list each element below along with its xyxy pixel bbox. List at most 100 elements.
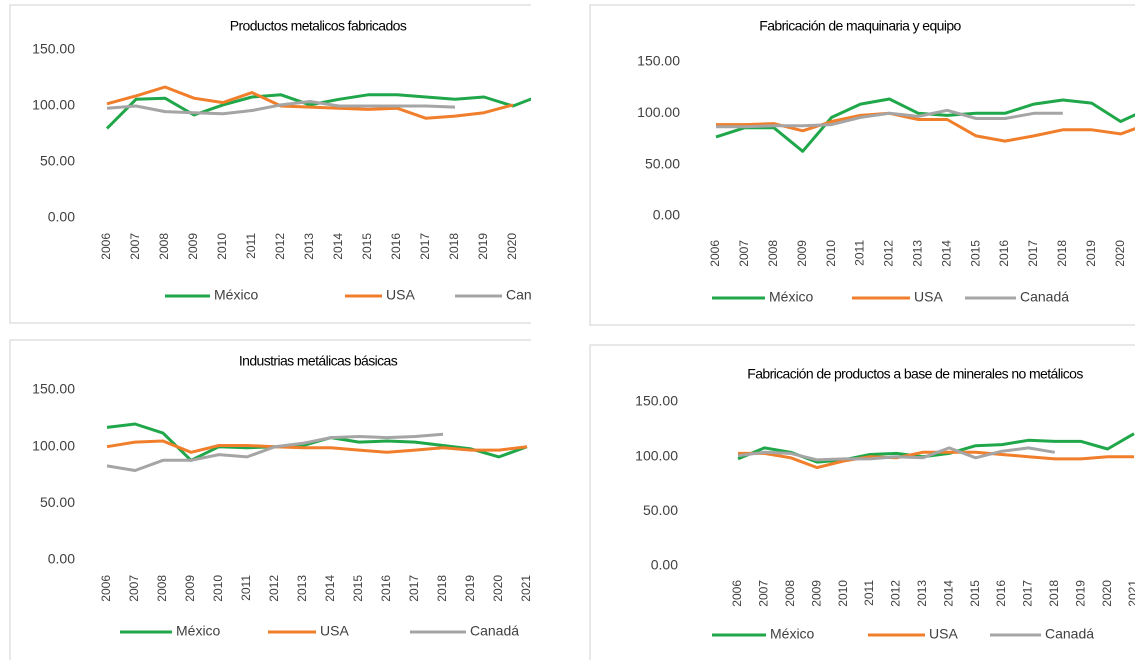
y-tick-label: 100.00 — [32, 97, 75, 113]
y-tick-label: 50.00 — [40, 153, 75, 169]
x-tick-label: 2020 — [491, 575, 505, 602]
panel-border — [589, 344, 1135, 660]
y-tick-label: 0.00 — [48, 551, 75, 567]
x-tick-label: 2014 — [939, 240, 953, 267]
series-line — [106, 100, 456, 116]
series-line — [105, 93, 531, 130]
x-tick-label: 2018 — [1047, 580, 1061, 607]
legend-label: USA — [386, 287, 415, 303]
x-tick-label: 2013 — [910, 240, 924, 267]
x-tick-label: 2007 — [127, 575, 141, 602]
y-tick-label: 100.00 — [637, 104, 680, 120]
legend-label: Canadá — [1020, 289, 1069, 305]
chart-title: Fabricación de productos a base de miner… — [747, 366, 1083, 382]
x-tick-label: 2019 — [1084, 240, 1098, 267]
panel-border — [589, 4, 1135, 326]
x-tick-label: 2020 — [505, 233, 519, 260]
x-tick-label: 2014 — [331, 233, 345, 260]
x-tick-label: 2015 — [968, 240, 982, 267]
x-tick-label: 2006 — [730, 580, 744, 607]
legend-label: México — [769, 289, 814, 305]
x-tick-label: 2017 — [1021, 580, 1035, 607]
y-tick-label: 0.00 — [653, 207, 680, 223]
x-tick-label: 2009 — [795, 240, 809, 267]
x-tick-label: 2016 — [994, 580, 1008, 607]
legend-label: Canadá — [1045, 626, 1094, 642]
x-tick-label: 2017 — [407, 575, 421, 602]
x-tick-label: 2010 — [836, 580, 850, 607]
x-tick-label: 2009 — [186, 233, 200, 260]
y-tick-label: 150.00 — [635, 393, 678, 409]
x-tick-label: 2012 — [267, 575, 281, 602]
series-line — [106, 432, 444, 472]
x-tick-label: 2008 — [155, 575, 169, 602]
legend-label: México — [214, 287, 259, 303]
legend-label: México — [770, 626, 815, 642]
x-tick-label: 2006 — [99, 233, 113, 260]
legend-label: Canadá — [506, 287, 555, 303]
y-tick-label: 50.00 — [40, 494, 75, 510]
chart-title: Industrias metálicas básicas — [239, 353, 398, 369]
x-tick-label: 2012 — [889, 580, 903, 607]
x-tick-label: 2020 — [1100, 580, 1114, 607]
x-tick-label: 2018 — [447, 233, 461, 260]
x-tick-label: 2016 — [389, 233, 403, 260]
x-tick-label: 2015 — [968, 580, 982, 607]
series-line — [737, 446, 1056, 462]
x-tick-label: 2009 — [183, 575, 197, 602]
x-tick-label: 2010 — [215, 233, 229, 260]
x-tick-label: 2007 — [128, 233, 142, 260]
x-tick-label: 2010 — [211, 575, 225, 602]
x-tick-label: 2014 — [941, 580, 955, 607]
x-tick-label: 2006 — [99, 575, 113, 602]
x-tick-label: 2010 — [824, 240, 838, 267]
x-tick-label: 2019 — [476, 233, 490, 260]
y-tick-label: 50.00 — [645, 155, 680, 171]
y-tick-label: 100.00 — [32, 437, 75, 453]
x-tick-label: 2007 — [757, 580, 771, 607]
x-tick-label: 2011 — [239, 575, 253, 601]
x-tick-label: 2014 — [323, 575, 337, 602]
x-tick-label: 2013 — [295, 575, 309, 602]
x-tick-label: 2011 — [244, 233, 258, 259]
series-line — [716, 108, 1063, 129]
x-tick-label: 2013 — [302, 233, 316, 260]
chart-panel: Fabricación de maquinaria y equipo 0.00 50… — [589, 4, 1135, 326]
x-tick-label: 2017 — [1026, 240, 1040, 267]
x-tick-label: 2009 — [809, 580, 823, 607]
panel-border — [9, 339, 531, 660]
chart-panel: Industrias metálicas básicas 0.00 50.00 100… — [9, 339, 531, 660]
x-tick-label: 2008 — [783, 580, 797, 607]
x-tick-label: 2019 — [463, 575, 477, 602]
x-tick-label: 2007 — [737, 240, 751, 267]
series-line — [106, 85, 514, 120]
x-tick-label: 2018 — [435, 575, 449, 602]
y-tick-label: 150.00 — [637, 53, 680, 69]
series-line — [106, 439, 528, 454]
x-tick-label: 2008 — [766, 240, 780, 267]
y-tick-label: 100.00 — [635, 447, 678, 463]
x-tick-label: 2011 — [853, 240, 867, 266]
chart-panel: Fabricación de productos a base de miner… — [589, 344, 1135, 660]
x-tick-label: 2019 — [1073, 580, 1087, 607]
chart-title: Fabricación de maquinaria y equipo — [759, 18, 961, 34]
x-tick-label: 2018 — [1055, 240, 1069, 267]
x-tick-label: 2017 — [418, 233, 432, 260]
x-tick-label: 2013 — [915, 580, 929, 607]
legend-label: USA — [914, 289, 943, 305]
chart-title: Productos metalicos fabricados — [230, 18, 407, 34]
chart-panel: Productos metalicos fabricados 0.00 50.00 1… — [9, 4, 555, 324]
x-tick-label: 2021 — [1126, 580, 1135, 607]
x-tick-label: 2008 — [157, 233, 171, 260]
x-tick-label: 2015 — [360, 233, 374, 260]
x-tick-label: 2006 — [708, 240, 722, 267]
x-tick-label: 2016 — [379, 575, 393, 602]
panel-border — [9, 4, 531, 324]
y-tick-label: 150.00 — [32, 381, 75, 397]
x-tick-label: 2012 — [882, 240, 896, 267]
x-tick-label: 2016 — [997, 240, 1011, 267]
x-tick-label: 2012 — [273, 233, 287, 260]
y-tick-label: 0.00 — [48, 209, 75, 225]
x-tick-label: 2020 — [1113, 240, 1127, 267]
